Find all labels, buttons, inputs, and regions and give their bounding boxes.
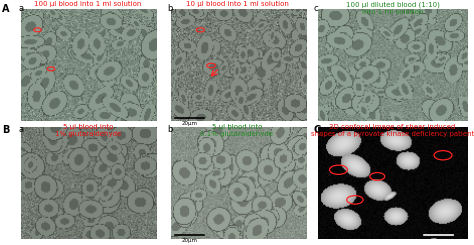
Text: C: C xyxy=(314,125,321,135)
Text: 20µm: 20µm xyxy=(430,238,447,243)
Text: a: a xyxy=(18,125,23,134)
Text: c: c xyxy=(314,4,319,13)
Text: 20µm: 20µm xyxy=(182,238,198,243)
Text: b: b xyxy=(167,4,172,13)
Text: 5 µl blood into
0.1% glutaraldehyde: 5 µl blood into 0.1% glutaraldehyde xyxy=(201,124,273,137)
Text: a: a xyxy=(18,4,23,13)
Text: 20µm: 20µm xyxy=(182,121,198,126)
Text: 10 µl blood into 1 ml solution: 10 µl blood into 1 ml solution xyxy=(185,1,289,7)
Text: 100 µl blood into 1 ml solution: 100 µl blood into 1 ml solution xyxy=(34,1,141,7)
Text: 3D confocal image of shear induced
shapes of a pyrovate kinase deficiency patien: 3D confocal image of shear induced shape… xyxy=(311,124,474,137)
Text: 100 µl diluted blood (1:10)
into 1 ml solution: 100 µl diluted blood (1:10) into 1 ml so… xyxy=(346,1,439,15)
Text: 5 µl blood into
1% glutaraldehyde: 5 µl blood into 1% glutaraldehyde xyxy=(55,124,121,137)
Text: B: B xyxy=(2,125,10,135)
Text: A: A xyxy=(2,4,10,14)
Text: b: b xyxy=(167,125,172,134)
